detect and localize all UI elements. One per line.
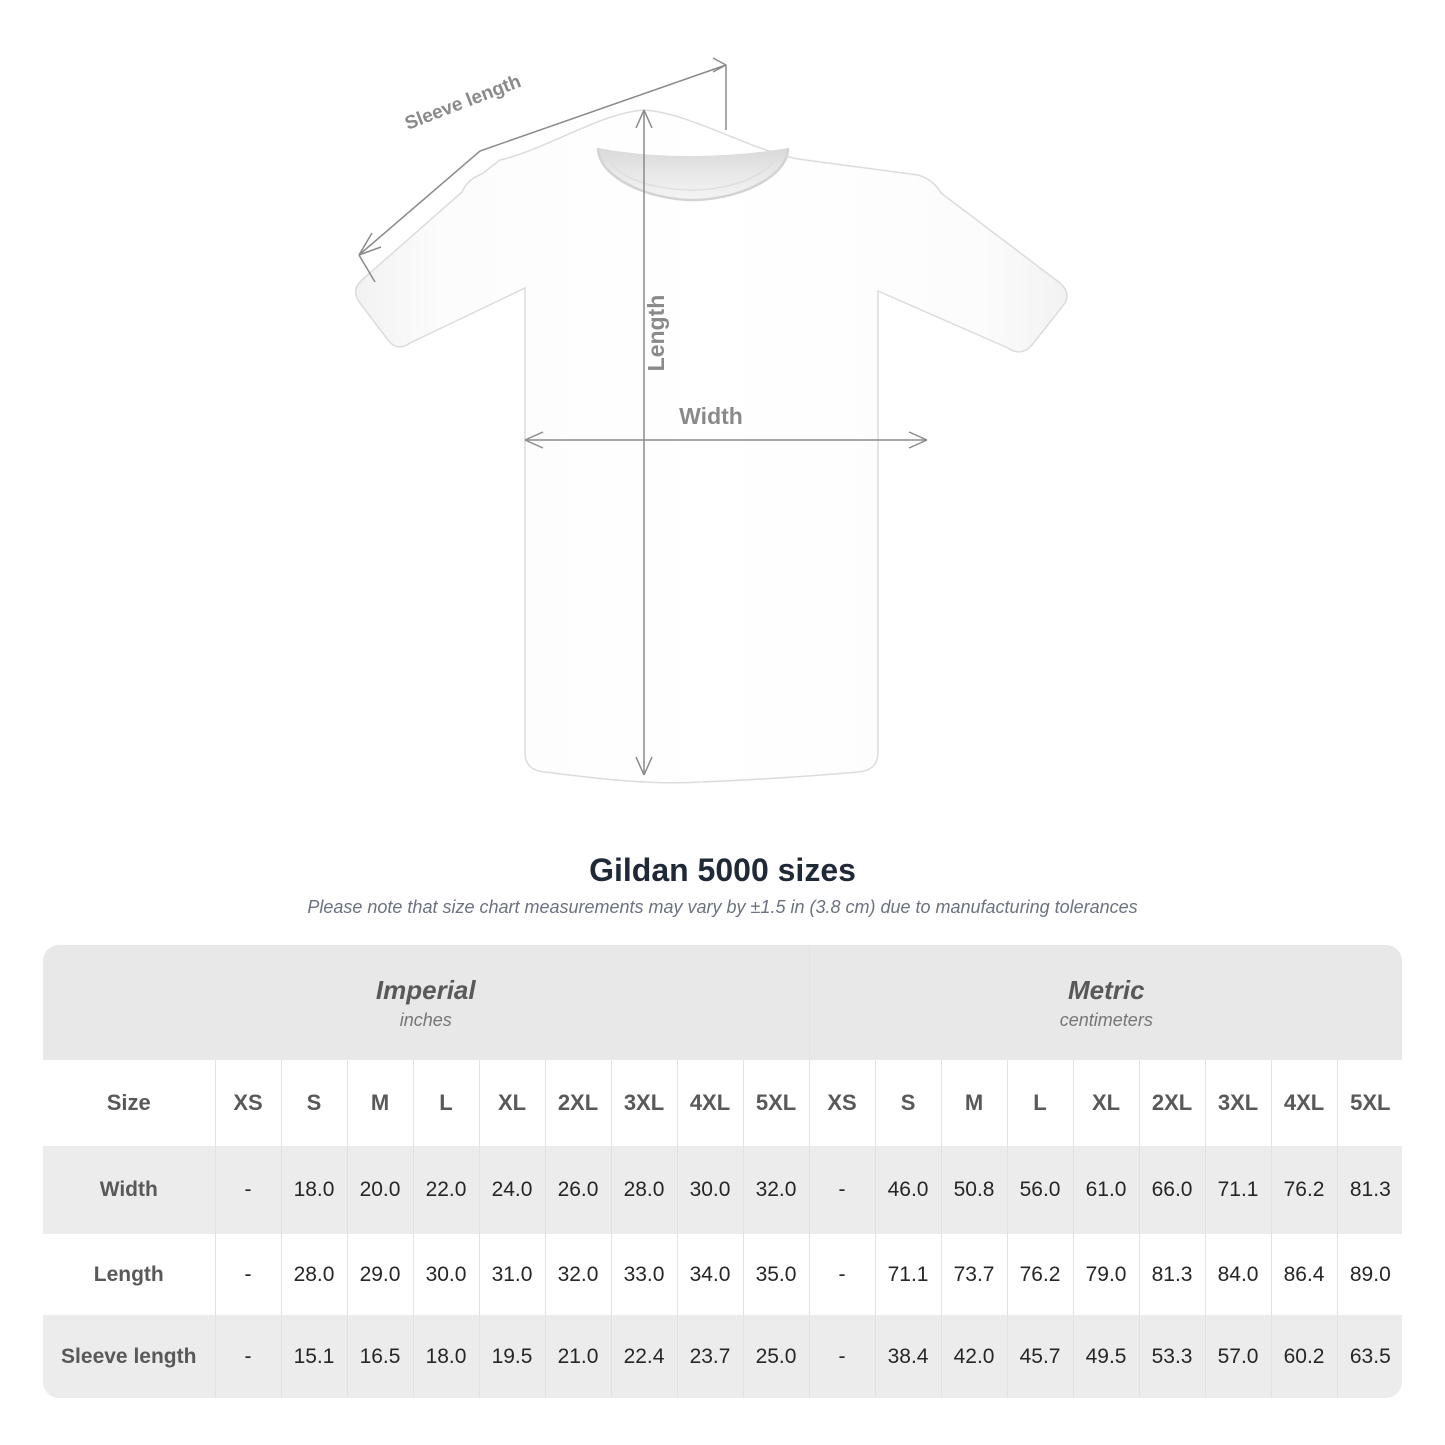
svg-text:Sleeve length: Sleeve length [402, 71, 524, 135]
svg-text:Width: Width [679, 403, 743, 429]
svg-text:Length: Length [643, 295, 669, 372]
